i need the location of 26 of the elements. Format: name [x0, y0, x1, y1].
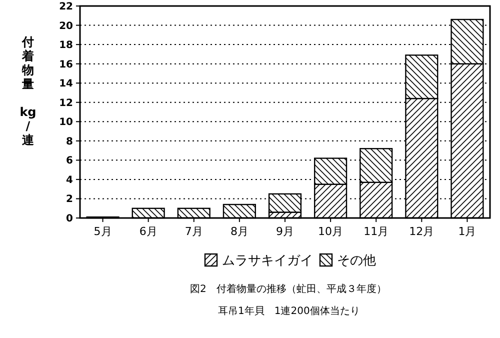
- x-tick-label: 7月: [184, 225, 203, 238]
- y-tick-label: 18: [59, 40, 74, 52]
- y-tick-label: 2: [66, 194, 74, 206]
- caption: 図2 付着物量の推移（虻田、平成３年度）: [190, 283, 386, 295]
- x-tick-label: 6月: [139, 225, 158, 238]
- y-tick-label: 10: [59, 117, 74, 128]
- x-tick-label: 12月: [409, 225, 434, 238]
- x-tick-label: 5月: [94, 225, 112, 238]
- y-tick-label: 8: [66, 136, 74, 148]
- y-tick-label: 6: [66, 156, 74, 167]
- x-tick-label: 9月: [276, 225, 294, 238]
- y-tick-label: 14: [59, 78, 74, 90]
- x-tick-label: 8月: [230, 225, 248, 238]
- y-tick-label: 4: [66, 174, 74, 186]
- y-tick-label: 16: [59, 59, 74, 70]
- x-tick-label: 10月: [318, 225, 344, 238]
- y-axis-title: 付着物量 kg/連: [20, 35, 36, 147]
- x-tick-label: 11月: [364, 225, 389, 238]
- y-tick-label: 12: [59, 98, 74, 109]
- text: 耳吊1年貝 1連200個体当たり: [218, 305, 360, 317]
- y-tick-label: 20: [59, 20, 74, 32]
- legend-label: その他: [337, 254, 376, 269]
- y-tick-label: 22: [59, 2, 74, 12]
- x-tick-label: 1月: [458, 225, 476, 238]
- y-tick-label: 0: [66, 214, 74, 224]
- legend-label: ムラサキイガイ: [222, 254, 313, 269]
